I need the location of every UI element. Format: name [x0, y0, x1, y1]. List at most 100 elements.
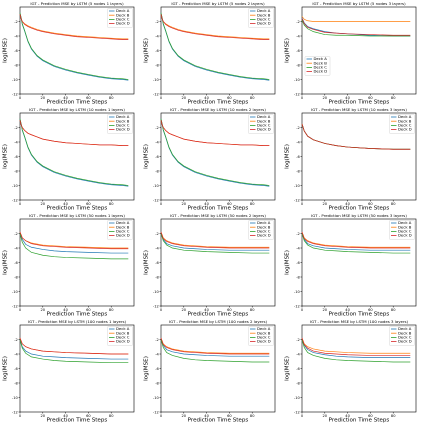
y-tick-label: -8 — [14, 63, 18, 67]
x-tick-label: 80 — [109, 96, 114, 100]
y-tick-label: -6 — [14, 155, 18, 159]
legend-box — [107, 220, 133, 240]
y-tick-label: -2 — [14, 20, 18, 24]
x-tick-label: 40 — [345, 414, 350, 418]
legend-label: Deck B — [116, 330, 130, 335]
series-line-deck-b — [160, 231, 270, 248]
y-tick-label: -6 — [155, 155, 159, 159]
legend-label: Deck C — [116, 229, 130, 234]
x-tick-label: 80 — [391, 96, 396, 100]
y-tick-label: -12 — [12, 198, 18, 202]
chart-title: IGT - Prediction MSE by LSTM (100 nodes … — [28, 319, 127, 324]
x-tick-label: 20 — [182, 308, 187, 312]
y-tick-label: -8 — [296, 381, 300, 385]
x-tick-label: 20 — [41, 96, 46, 100]
x-tick-label: 60 — [227, 202, 232, 206]
y-tick-label: -10 — [294, 78, 301, 82]
legend-label: Deck B — [116, 224, 130, 229]
x-axis-label: Prediction Time Steps — [47, 418, 108, 424]
y-tick-label: -10 — [153, 78, 160, 82]
chart-panel-8: IGT - Prediction MSE by LSTM (50 nodes 2… — [141, 212, 281, 318]
legend-label: Deck B — [398, 118, 412, 123]
y-tick-label: -10 — [153, 184, 160, 188]
x-tick-label: 40 — [204, 202, 209, 206]
x-tick-label: 60 — [86, 202, 91, 206]
chart-title: IGT - Prediction MSE by LSTM (5 nodes 2 … — [171, 1, 265, 6]
series-line-deck-d — [160, 120, 270, 146]
y-tick-label: -12 — [153, 198, 159, 202]
y-tick-label: -8 — [296, 63, 300, 67]
x-tick-label: 40 — [345, 96, 350, 100]
x-tick-label: 80 — [391, 308, 396, 312]
x-tick-label: 20 — [182, 96, 187, 100]
legend-label: Deck D — [398, 127, 412, 132]
y-tick-label: -4 — [155, 34, 159, 38]
y-tick-label: -6 — [296, 155, 300, 159]
x-tick-label: 40 — [63, 414, 68, 418]
y-tick-label: -6 — [155, 367, 159, 371]
x-tick-label: 0 — [160, 308, 163, 312]
y-tick-label: -8 — [14, 275, 18, 279]
chart-panel-3: IGT - Prediction MSE by LSTM (5 nodes 3 … — [282, 0, 422, 106]
x-axis-label: Prediction Time Steps — [47, 206, 108, 212]
chart-title: IGT - Prediction MSE by LSTM (10 nodes 3… — [311, 107, 407, 112]
x-tick-label: 80 — [391, 202, 396, 206]
series-line-deck-c — [160, 233, 270, 254]
legend-label: Deck B — [116, 12, 130, 17]
x-tick-label: 0 — [19, 308, 22, 312]
y-axis-label: log(MSE) — [3, 356, 9, 381]
x-tick-label: 0 — [301, 414, 304, 418]
x-axis-label: Prediction Time Steps — [188, 100, 249, 106]
series-line-deck-c — [301, 339, 411, 363]
x-tick-label: 80 — [109, 202, 114, 206]
legend-label: Deck B — [257, 12, 271, 17]
y-tick-label: -2 — [155, 338, 159, 342]
series-line-deck-c — [301, 233, 411, 254]
legend-label: Deck C — [116, 335, 130, 340]
y-tick-label: -4 — [155, 246, 159, 250]
legend-box — [304, 56, 331, 76]
y-tick-label: -2 — [155, 126, 159, 130]
chart-title: IGT - Prediction MSE by LSTM (10 nodes 2… — [170, 107, 266, 112]
series-line-deck-b — [301, 16, 411, 22]
x-axis-label: Prediction Time Steps — [47, 312, 108, 318]
legend-label: Deck A — [398, 326, 412, 331]
y-tick-label: -10 — [153, 290, 160, 294]
legend-label: Deck C — [257, 335, 271, 340]
x-tick-label: 20 — [182, 414, 187, 418]
y-tick-label: -6 — [296, 261, 300, 265]
x-tick-label: 0 — [160, 414, 163, 418]
y-tick-label: -2 — [296, 232, 300, 236]
x-tick-label: 40 — [204, 308, 209, 312]
y-tick-label: -2 — [296, 338, 300, 342]
y-axis-label: log(MSE) — [285, 38, 291, 63]
y-tick-label: -6 — [14, 49, 18, 53]
chart-svg: IGT - Prediction MSE by LSTM (5 nodes 1 … — [3, 1, 135, 106]
y-tick-label: -12 — [294, 410, 300, 414]
y-tick-label: -8 — [155, 275, 159, 279]
chart-svg: IGT - Prediction MSE by LSTM (100 nodes … — [144, 319, 276, 424]
y-tick-label: -2 — [14, 338, 18, 342]
chart-svg: IGT - Prediction MSE by LSTM (50 nodes 1… — [3, 213, 135, 318]
chart-svg: IGT - Prediction MSE by LSTM (50 nodes 2… — [144, 213, 276, 318]
legend-box — [248, 114, 274, 134]
x-tick-label: 60 — [368, 414, 373, 418]
chart-title: IGT - Prediction MSE by LSTM (50 nodes 1… — [29, 213, 125, 218]
chart-svg: IGT - Prediction MSE by LSTM (10 nodes 3… — [285, 107, 417, 212]
x-axis-label: Prediction Time Steps — [188, 312, 249, 318]
legend-label: Deck C — [257, 229, 271, 234]
legend-label: Deck B — [116, 118, 130, 123]
x-tick-label: 80 — [391, 414, 396, 418]
x-tick-label: 80 — [250, 308, 255, 312]
legend-box — [248, 220, 274, 240]
x-tick-label: 40 — [204, 414, 209, 418]
y-tick-label: -8 — [155, 169, 159, 173]
y-tick-label: -10 — [12, 290, 19, 294]
y-tick-label: -4 — [14, 246, 18, 250]
x-tick-label: 60 — [86, 308, 91, 312]
y-axis-label: log(MSE) — [285, 250, 291, 275]
y-tick-label: -6 — [155, 261, 159, 265]
x-tick-label: 40 — [345, 308, 350, 312]
x-axis-label: Prediction Time Steps — [188, 418, 249, 424]
